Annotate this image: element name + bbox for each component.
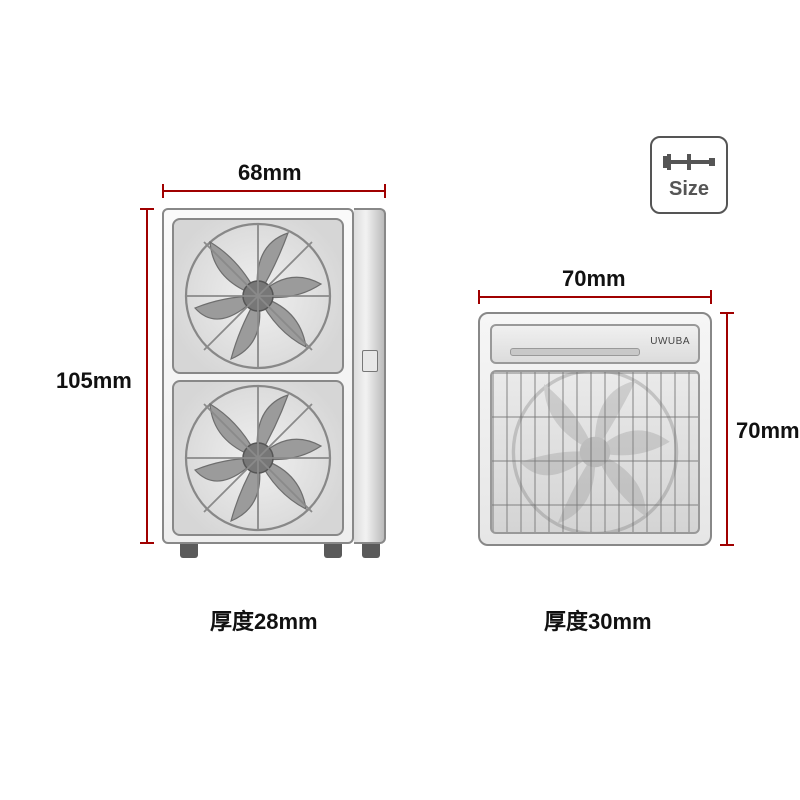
unit-b-width-dim-line <box>478 296 712 298</box>
unit-a-height-label: 105mm <box>56 368 132 394</box>
caliper-icon <box>661 150 717 174</box>
size-badge: Size <box>650 136 728 214</box>
unit-a-foot <box>180 544 198 558</box>
unit-a-fan-top <box>172 218 344 374</box>
unit-a-side-panel <box>354 208 386 544</box>
unit-b-vent-slot <box>510 348 640 356</box>
unit-a-foot <box>324 544 342 558</box>
unit-a-width-label: 68mm <box>238 160 302 186</box>
unit-a <box>162 208 388 556</box>
unit-b-depth-label: 厚度30mm <box>544 604 652 636</box>
unit-a-height-dim-line <box>146 208 148 544</box>
unit-b-height-dim-line <box>726 312 728 546</box>
unit-a-foot <box>362 544 380 558</box>
unit-b-width-label: 70mm <box>562 266 626 292</box>
unit-a-depth-label: 厚度28mm <box>210 604 318 636</box>
unit-a-width-dim-line <box>162 190 386 192</box>
unit-b: UWUBA <box>478 312 712 546</box>
unit-b-top-bar: UWUBA <box>490 324 700 364</box>
unit-b-grille <box>490 370 700 534</box>
unit-a-fan-bottom <box>172 380 344 536</box>
size-badge-label: Size <box>669 178 709 201</box>
unit-b-height-label: 70mm <box>736 418 800 444</box>
unit-b-brand-label: UWUBA <box>650 336 690 347</box>
